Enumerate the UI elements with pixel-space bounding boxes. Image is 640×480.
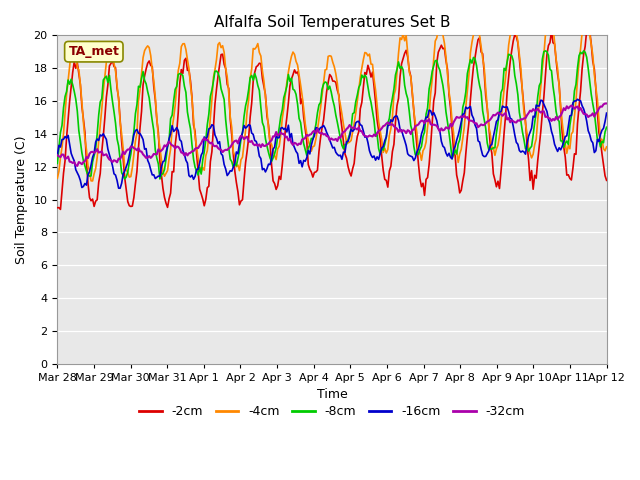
Title: Alfalfa Soil Temperatures Set B: Alfalfa Soil Temperatures Set B (214, 15, 450, 30)
Legend: -2cm, -4cm, -8cm, -16cm, -32cm: -2cm, -4cm, -8cm, -16cm, -32cm (134, 400, 530, 423)
Y-axis label: Soil Temperature (C): Soil Temperature (C) (15, 135, 28, 264)
X-axis label: Time: Time (317, 388, 348, 401)
Text: TA_met: TA_met (68, 45, 119, 58)
